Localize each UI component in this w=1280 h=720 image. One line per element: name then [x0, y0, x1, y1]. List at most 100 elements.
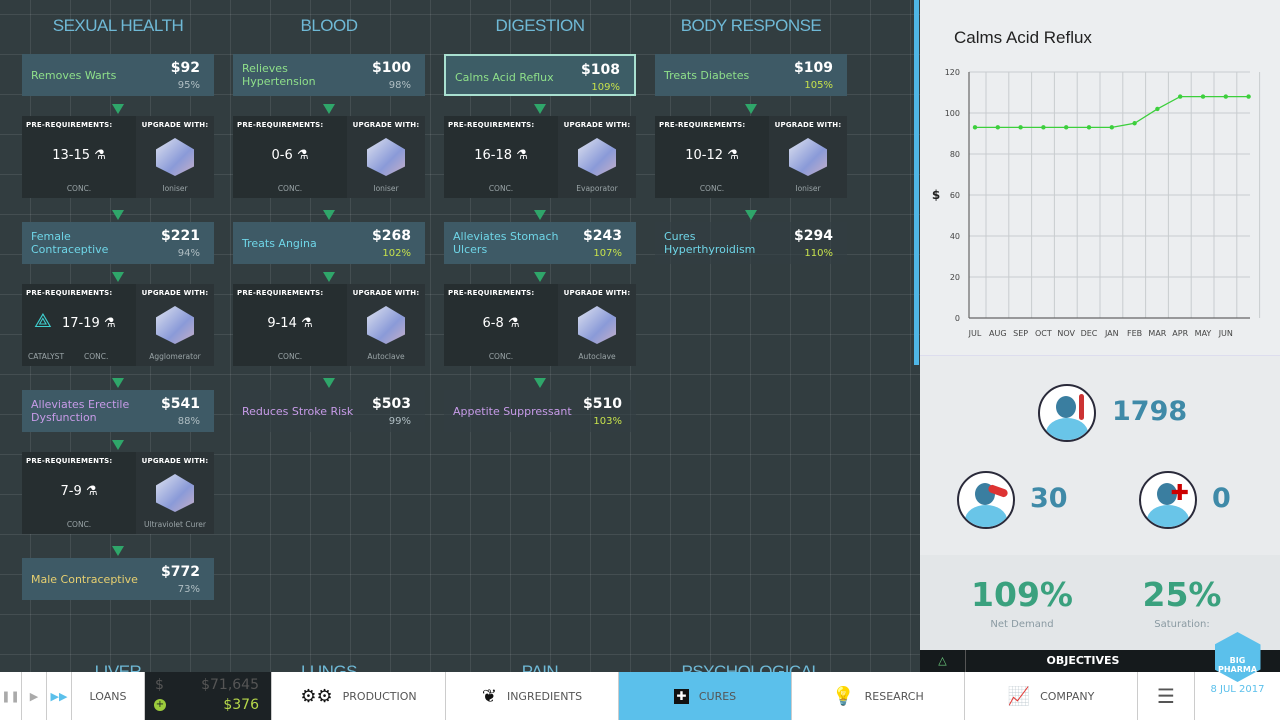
pre-requirements-label: PRE-REQUIREMENTS: [448, 121, 535, 129]
concentration-range: 6-8 ⚗ [482, 316, 520, 331]
price-point [1064, 125, 1069, 130]
pre-requirements-label: PRE-REQUIREMENTS: [448, 289, 535, 297]
price-point [1086, 125, 1092, 130]
warning-icon[interactable]: △ [920, 650, 966, 672]
objectives-label[interactable]: OBJECTIVES [1046, 654, 1120, 667]
pre-requirements-label: PRE-REQUIREMENTS: [237, 121, 324, 129]
cure-card[interactable]: Appetite Suppressant $510 103% [444, 390, 636, 432]
price-point [1223, 94, 1228, 99]
cure-card[interactable]: Removes Warts $92 95% [22, 54, 214, 96]
y-tick-label: 100 [945, 109, 960, 118]
pre-requirements-label: PRE-REQUIREMENTS: [26, 289, 113, 297]
tab-company[interactable]: 📈 COMPANY [965, 672, 1138, 720]
upgrade-with[interactable]: UPGRADE WITH: Evaporator [558, 116, 636, 198]
conc-label: CONC. [488, 352, 514, 361]
company-label: COMPANY [1040, 689, 1095, 703]
cure-card[interactable]: Cures Hyperthyroidism $294 110% [655, 222, 847, 264]
machine-name: Ioniser [373, 184, 399, 193]
pre-requirements: PRE-REQUIREMENTS: 9-14 ⚗ CONC. [233, 284, 347, 366]
down-arrow-icon [323, 104, 335, 114]
upgrade-requirements: PRE-REQUIREMENTS: 17-19 ⚗ ⟁ CATALYST CONC. UP… [22, 284, 214, 366]
cure-card[interactable]: Treats Diabetes $109 105% [655, 54, 847, 96]
cures-label: CURES [698, 689, 737, 703]
upgrade-with[interactable]: UPGRADE WITH: Agglomerator [136, 284, 214, 366]
cure-name: Alleviates Stomach Ulcers [453, 230, 559, 256]
cure-price: $92 [170, 60, 200, 76]
y-tick-label: 0 [955, 314, 960, 323]
cures-board: SEXUAL HEALTH BLOOD DIGESTION BODY RESPONSE… [0, 0, 920, 672]
cure-card[interactable]: Female Contraceptive $221 94% [22, 222, 214, 264]
cure-effectiveness: 94% [177, 248, 200, 259]
down-arrow-icon [112, 210, 124, 220]
play-button[interactable]: ▶ [22, 672, 47, 720]
price-point [995, 125, 1000, 130]
objectives-bar[interactable]: △ OBJECTIVES [920, 650, 1280, 672]
loans-button[interactable]: LOANS [72, 672, 145, 720]
cure-price: $268 [372, 228, 411, 244]
tab-production[interactable]: ⚙⚙ PRODUCTION [272, 672, 446, 720]
logo-text: BIG PHARMA [1217, 656, 1258, 674]
upgrade-with[interactable]: UPGRADE WITH: Ioniser [136, 116, 214, 198]
cure-name: Cures Hyperthyroidism [664, 230, 756, 256]
upgrade-with[interactable]: UPGRADE WITH: Ioniser [347, 116, 425, 198]
upgrade-with[interactable]: UPGRADE WITH: Autoclave [558, 284, 636, 366]
tab-ingredients[interactable]: ❦ INGREDIENTS [446, 672, 619, 720]
pre-requirements: PRE-REQUIREMENTS: 6-8 ⚗ CONC. [444, 284, 558, 366]
y-tick-label: 40 [950, 232, 960, 241]
cure-card[interactable]: Alleviates Erectile Dysfunction $541 88% [22, 390, 214, 432]
pre-requirements: PRE-REQUIREMENTS: 10-12 ⚗ CONC. [655, 116, 769, 198]
cure-effectiveness: 73% [177, 584, 200, 595]
machine-name: Ultraviolet Curer [144, 520, 206, 529]
gears-icon: ⚙⚙ [300, 685, 333, 707]
hamburger-icon: ☰ [1157, 684, 1175, 708]
cure-card[interactable]: Alleviates Stomach Ulcers $243 107% [444, 222, 636, 264]
pause-button[interactable]: ❚❚ [0, 672, 22, 720]
x-tick-label: MAY [1195, 329, 1212, 338]
upgrade-with[interactable]: UPGRADE WITH: Ultraviolet Curer [136, 452, 214, 534]
category-header: PAIN [521, 662, 559, 672]
upgrade-with-label: UPGRADE WITH: [141, 121, 209, 129]
tab-research[interactable]: 💡 RESEARCH [792, 672, 965, 720]
cure-card[interactable]: Treats Angina $268 102% [233, 222, 425, 264]
cure-price: $100 [372, 60, 411, 76]
pre-requirements: PRE-REQUIREMENTS: 13-15 ⚗ CONC. [22, 116, 136, 198]
upgrade-requirements: PRE-REQUIREMENTS: 0-6 ⚗ CONC. UPGRADE WITH:… [233, 116, 425, 198]
machine-name: Autoclave [367, 352, 405, 361]
machine-name: Ioniser [795, 184, 821, 193]
dollar-icon: $ [155, 677, 164, 693]
concentration-range: 9-14 ⚗ [267, 316, 313, 331]
upgrade-requirements: PRE-REQUIREMENTS: 10-12 ⚗ CONC. UPGRADE WIT… [655, 116, 847, 198]
upgrade-with-label: UPGRADE WITH: [563, 121, 631, 129]
cure-effectiveness: 98% [388, 80, 411, 91]
y-tick-label: 80 [950, 150, 960, 159]
cure-card[interactable]: Reduces Stroke Risk $503 99% [233, 390, 425, 432]
concentration-range: 13-15 ⚗ [52, 148, 106, 163]
cure-card[interactable]: Calms Acid Reflux $108 109% [444, 54, 636, 96]
upgrade-requirements: PRE-REQUIREMENTS: 6-8 ⚗ CONC. UPGRADE WITH:… [444, 284, 636, 366]
pre-requirements-label: PRE-REQUIREMENTS: [659, 121, 746, 129]
game-date: 8 JUL 2017 [1210, 684, 1265, 695]
income-icon: + [154, 699, 166, 711]
cure-card[interactable]: Relieves Hypertension $100 98% [233, 54, 425, 96]
price-point [1200, 94, 1206, 99]
category-header: LIVER [94, 662, 142, 672]
price-point [972, 125, 978, 130]
pre-requirements-label: PRE-REQUIREMENTS: [26, 457, 113, 465]
cured-count: 0 [1212, 483, 1231, 514]
menu-button[interactable]: ☰ [1138, 672, 1195, 720]
upgrade-with[interactable]: UPGRADE WITH: Autoclave [347, 284, 425, 366]
cure-card[interactable]: Male Contraceptive $772 73% [22, 558, 214, 600]
price-point [1155, 106, 1160, 112]
board-scrollbar[interactable] [914, 0, 919, 365]
concentration-range: 10-12 ⚗ [685, 148, 739, 163]
tab-cures[interactable]: ✚ CURES [619, 672, 792, 720]
x-tick-label: FEB [1127, 329, 1142, 338]
upgrade-with[interactable]: UPGRADE WITH: Ioniser [769, 116, 847, 198]
fast-forward-button[interactable]: ▶▶ [47, 672, 72, 720]
patient-stats: 1798 30 ✚ 0 [920, 355, 1280, 555]
upgrade-requirements: PRE-REQUIREMENTS: 13-15 ⚗ CONC. UPGRADE WIT… [22, 116, 214, 198]
machine-icon [156, 138, 194, 176]
cure-name: Relieves Hypertension [242, 62, 316, 88]
down-arrow-icon [323, 210, 335, 220]
down-arrow-icon [323, 272, 335, 282]
